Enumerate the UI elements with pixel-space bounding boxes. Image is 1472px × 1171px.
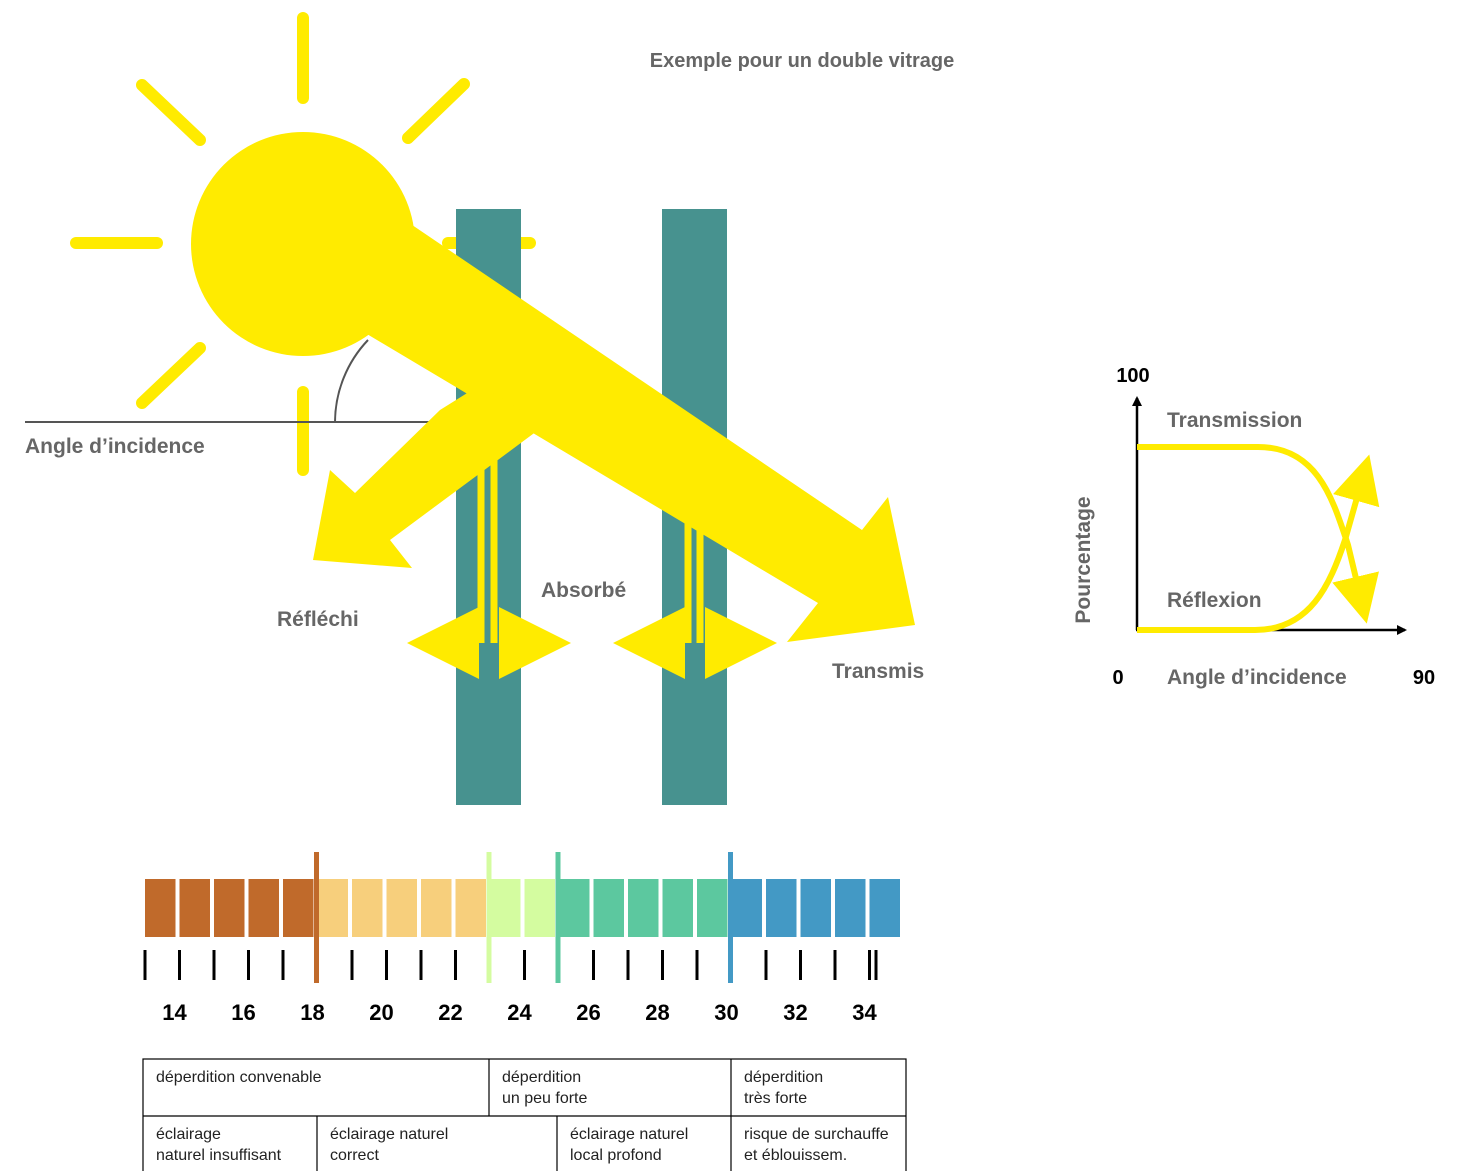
- scale-segment: [317, 879, 348, 937]
- table-cell: déperdition: [502, 1069, 581, 1086]
- table-cell: et éblouissem.: [744, 1147, 847, 1164]
- scale-segment: [731, 879, 762, 937]
- scale-label: 30: [714, 1000, 738, 1025]
- transmission-label: Transmission: [1167, 409, 1302, 432]
- scale-segment: [869, 879, 900, 937]
- y-max-label: 100: [1116, 365, 1149, 387]
- scale-segment: [490, 879, 521, 937]
- table-cell: éclairage naturel: [570, 1126, 688, 1143]
- scale-segment: [248, 879, 279, 937]
- scale-segment: [800, 879, 831, 937]
- absorbed-label: Absorbé: [541, 579, 626, 602]
- legend-table: déperdition convenable déperdition un peu …: [142, 1058, 907, 1171]
- scale-label: 20: [369, 1000, 393, 1025]
- reflexion-label: Réflexion: [1167, 589, 1262, 612]
- scale-label: 14: [162, 1000, 187, 1025]
- scale-segment: [386, 879, 417, 937]
- scale-segment: [283, 879, 314, 937]
- scale-label: 32: [783, 1000, 807, 1025]
- table-cell: déperdition: [744, 1069, 823, 1086]
- table-cell: risque de surchauffe: [744, 1126, 889, 1143]
- scale-segment: [766, 879, 797, 937]
- transmitted-arrow: [310, 210, 915, 642]
- table-cell: éclairage: [156, 1126, 221, 1143]
- table-cell: déperdition convenable: [156, 1069, 322, 1086]
- title: Exemple pour un double vitrage: [650, 50, 955, 72]
- scale-segment: [214, 879, 245, 937]
- scale-segment: [145, 879, 176, 937]
- absorbed-arrows: [407, 445, 777, 679]
- scale-label: 28: [645, 1000, 669, 1025]
- table-cell: très forte: [744, 1090, 807, 1107]
- scale-label: 34: [852, 1000, 877, 1025]
- scale-segment: [835, 879, 866, 937]
- table-cell: correct: [330, 1147, 379, 1164]
- x-axis-label: Angle d’incidence: [1167, 666, 1347, 689]
- scale-segment: [455, 879, 486, 937]
- reflected-arrow: [313, 385, 545, 568]
- x-min-label: 0: [1112, 667, 1123, 689]
- scale-segment: [179, 879, 210, 937]
- table-cell: éclairage naturel: [330, 1126, 448, 1143]
- scale-segment: [697, 879, 728, 937]
- scale-segment: [421, 879, 452, 937]
- x-max-label: 90: [1413, 667, 1435, 689]
- scale-segment: [524, 879, 555, 937]
- scale-segment: [559, 879, 590, 937]
- table-cell: naturel insuffisant: [156, 1147, 282, 1164]
- mini-chart: [1132, 396, 1407, 635]
- table-cell: local profond: [570, 1147, 662, 1164]
- scale-label: 24: [507, 1000, 532, 1025]
- scale-label: 18: [300, 1000, 324, 1025]
- y-axis-label: Pourcentage: [1072, 496, 1095, 623]
- scale-label: 16: [231, 1000, 255, 1025]
- color-scale: 14 16 18 20 22 24 26 28 30 32 34: [143, 852, 900, 1025]
- angle-arc: [334, 339, 369, 423]
- scale-segment: [352, 879, 383, 937]
- reflected-label: Réfléchi: [277, 608, 359, 631]
- scale-segment: [662, 879, 693, 937]
- table-cell: un peu forte: [502, 1090, 588, 1107]
- scale-label: 22: [438, 1000, 462, 1025]
- angle-label: Angle d’incidence: [25, 435, 205, 458]
- scale-segment: [628, 879, 659, 937]
- scale-label: 26: [576, 1000, 600, 1025]
- transmitted-label: Transmis: [832, 660, 924, 683]
- scale-segment: [593, 879, 624, 937]
